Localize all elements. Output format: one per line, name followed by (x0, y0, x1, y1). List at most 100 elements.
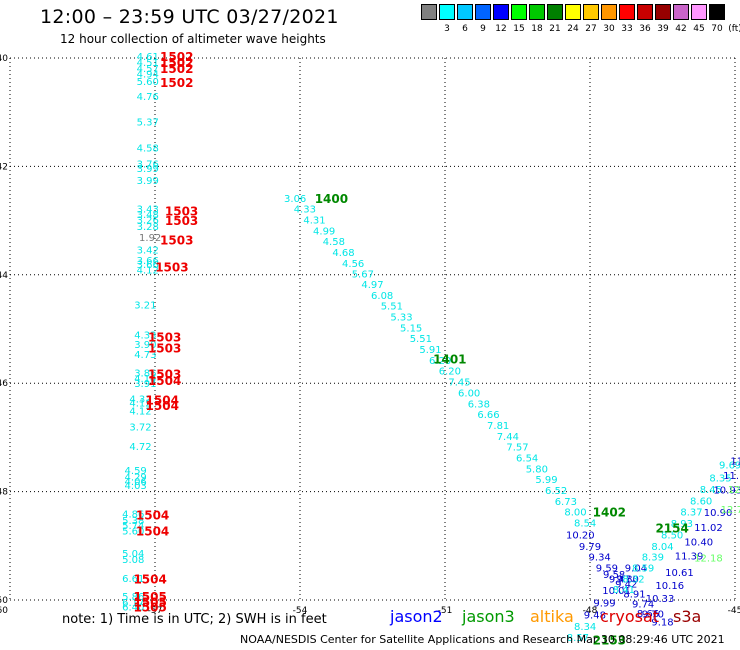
scale-label: 42 (675, 24, 687, 34)
wave-height-point: 3.06 (284, 194, 306, 205)
wave-height-point: 8.66 (637, 609, 659, 620)
wave-height-point: 6.20 (439, 367, 461, 378)
wave-height-point: 4.86 (122, 509, 144, 520)
scale-label: 24 (567, 24, 579, 34)
scale-label: 33 (621, 24, 633, 34)
wave-height-point: 4.31 (303, 216, 325, 227)
wave-height-point: 8.00 (564, 508, 586, 519)
pass-time-label: 1503 (165, 214, 198, 228)
wave-height-point: 9.42 (615, 580, 637, 591)
x-tick-label: -60 (0, 606, 8, 616)
pass-time-label: 1504 (148, 374, 181, 388)
page-title: 12:00 – 23:59 UTC 03/27/2021 (40, 6, 339, 28)
scale-swatch (529, 4, 545, 20)
wave-height-point: 7.45 (448, 378, 470, 389)
x-tick-label: -48 (583, 606, 598, 616)
y-tick-label: -50 (0, 596, 8, 606)
scale-label: 39 (657, 24, 669, 34)
wave-height-point: 3.76 (137, 160, 159, 171)
wave-height-point: 7.44 (497, 432, 519, 443)
wave-height-point: 4.33 (134, 330, 156, 341)
wave-height-point: 8.57 (567, 633, 589, 644)
wave-height-point: 6.38 (468, 399, 490, 410)
wave-height-point: 4.61 (137, 52, 159, 63)
footer-note: note: 1) Time is in UTC; 2) SWH is in fe… (62, 612, 327, 627)
pass-time-label: 1401 (433, 352, 466, 366)
wave-height-point: 8.54 (574, 518, 596, 529)
pass-time-label: 1402 (593, 506, 626, 520)
wave-height-point: 9.69 (719, 461, 740, 472)
wave-height-point: 4.03 (125, 481, 147, 492)
wave-height-point: 4.32 (129, 394, 151, 405)
scale-swatch (475, 4, 491, 20)
scale-label: 15 (513, 24, 525, 34)
wave-height-point: 11.02 (694, 523, 723, 534)
wave-height-point: 4.58 (323, 237, 345, 248)
scale-swatch (493, 4, 509, 20)
pass-time-label: 1502 (160, 76, 193, 90)
pass-time-label: 1502 (160, 56, 193, 70)
wave-height-point: 12.11 (728, 485, 740, 496)
wave-height-point: 9.79 (579, 542, 601, 553)
wave-height-point: 5.67 (352, 270, 374, 281)
wave-height-point: 9.58 (603, 570, 625, 581)
wave-height-point: 3.21 (134, 301, 156, 312)
pass-time-label: 1400 (315, 192, 348, 206)
x-tick-label: -45 (728, 606, 740, 616)
wave-height-point: 5.51 (410, 334, 432, 345)
scale-swatch (655, 4, 671, 20)
scale-label: 18 (531, 24, 543, 34)
wave-height-point: 3.26 (137, 216, 159, 227)
wave-height-point: 7.57 (506, 443, 528, 454)
wave-height-point: 4.68 (332, 248, 354, 259)
wave-height-point: 4.72 (129, 442, 151, 453)
wave-height-point: 10.20 (566, 530, 595, 541)
scale-swatch (565, 4, 581, 20)
wave-height-point: 10.33 (646, 594, 675, 605)
scale-label: 30 (603, 24, 615, 34)
wave-height-point: 6.73 (555, 497, 577, 508)
wave-height-point: 4.58 (137, 143, 159, 154)
x-tick-label: -51 (438, 606, 453, 616)
wave-height-point: 8.39 (642, 553, 664, 564)
wave-height-point: 8.50 (661, 530, 683, 541)
scale-swatch (709, 4, 725, 20)
wave-height-point: 11.14 (723, 471, 740, 482)
wave-height-point: 4.06 (125, 477, 147, 488)
x-tick-label: -57 (148, 606, 163, 616)
wave-height-point: 3.43 (137, 205, 159, 216)
pass-time-label: 1502 (160, 62, 193, 76)
pass-time-label: 1504 (146, 399, 179, 413)
wave-height-point: 3.99 (137, 176, 159, 187)
legend-jason3: jason3 (462, 607, 515, 626)
y-tick-label: -44 (0, 271, 8, 281)
scale-label: 36 (639, 24, 651, 34)
wave-height-point: 9.47 (609, 574, 631, 585)
wave-height-point: 5.04 (122, 549, 144, 560)
pass-time-label: 1505 (133, 601, 166, 615)
wave-height-point: 9.18 (651, 618, 673, 629)
wave-height-point: 9.34 (589, 553, 611, 564)
scale-label: 21 (549, 24, 561, 34)
scale-label: 9 (480, 24, 486, 34)
wave-height-point: 8.60 (690, 496, 712, 507)
pass-time-label: 1505 (133, 590, 166, 604)
wave-height-point: 4.59 (125, 466, 147, 477)
wave-height-point: 11.39 (675, 552, 704, 563)
wave-height-point: 5.99 (535, 475, 557, 486)
pass-time-label: 1504 (146, 393, 179, 407)
page-subtitle: 12 hour collection of altimeter wave hei… (60, 32, 326, 46)
scale-swatch (637, 4, 653, 20)
y-tick-label: -46 (0, 379, 8, 389)
scale-label: 70 (711, 24, 723, 34)
wave-height-point: 4.29 (125, 472, 147, 483)
wave-height-point: 4.33 (294, 205, 316, 216)
wave-height-point: 8.35 (709, 474, 731, 485)
wave-height-point: 10.90 (704, 508, 733, 519)
wave-height-point: 5.74 (122, 521, 144, 532)
scale-swatch (547, 4, 563, 20)
wave-height-point: 5.15 (400, 323, 422, 334)
y-tick-label: -40 (0, 54, 8, 64)
wave-height-point: 3.90 (134, 340, 156, 351)
wave-height-point: 5.08 (122, 555, 144, 566)
